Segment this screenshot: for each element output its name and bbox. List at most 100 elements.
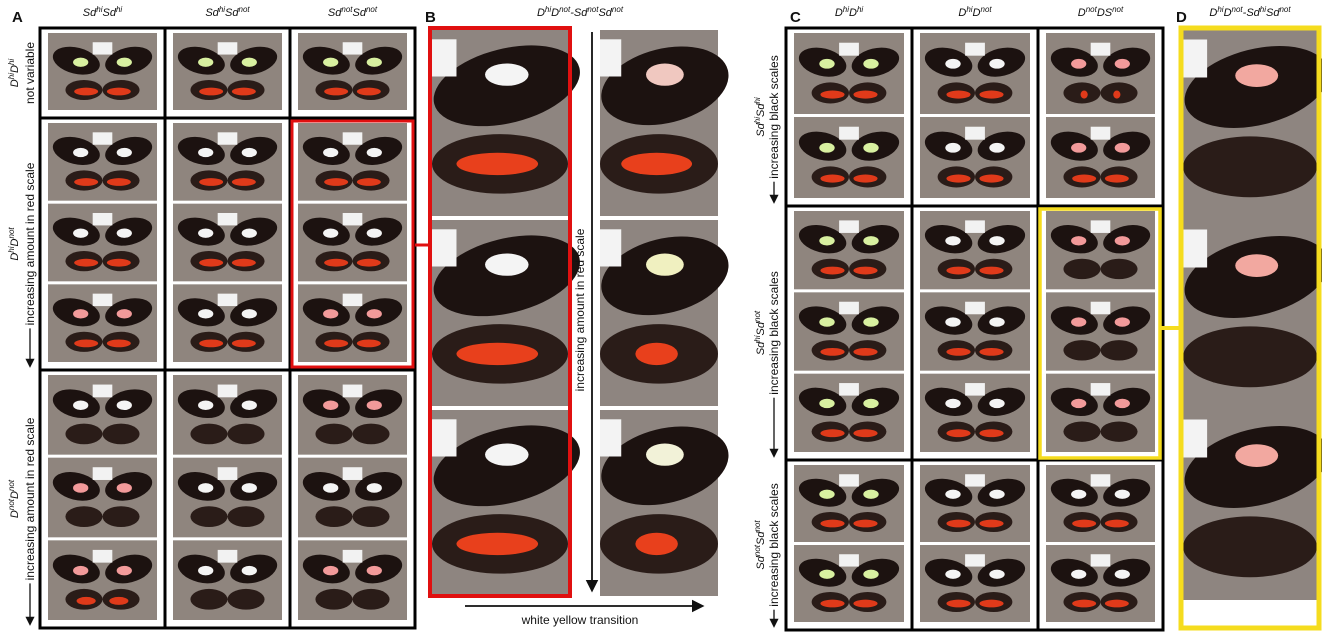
wing-patch (367, 58, 382, 67)
wing-patch (367, 309, 382, 318)
specimen-tag (965, 127, 985, 140)
genotype-piece: D (9, 79, 21, 87)
red-scales (853, 429, 877, 437)
wing-patch (73, 58, 88, 67)
specimen-tag (839, 220, 859, 233)
genotype-piece: D (835, 7, 843, 19)
red-scales (1105, 520, 1129, 528)
specimen-tag (93, 550, 113, 563)
red-scales (946, 267, 970, 275)
genotype-piece: not (753, 544, 762, 556)
wing-patch (485, 443, 529, 465)
wing-patch (367, 229, 382, 238)
wing-patch (819, 399, 834, 408)
genotype-piece: hi (857, 5, 863, 14)
red-scales (979, 348, 1003, 356)
wing-patch (1115, 59, 1130, 69)
hindwing (65, 424, 102, 445)
genotype-piece: not (1232, 5, 1244, 14)
red-scales (979, 175, 1003, 183)
wing-patch (945, 570, 960, 579)
red-scales (456, 343, 538, 365)
wing-patch (198, 58, 213, 67)
red-scales (109, 597, 128, 605)
wing-patch (646, 253, 684, 275)
page: A B C D SdhiSdhiSdhiSdnotSdnotSdnotDhiDh… (0, 0, 1322, 632)
wing-patch (198, 148, 213, 157)
red-scales (853, 348, 877, 356)
red-scales (74, 339, 98, 347)
genotype-piece: -Sd (1243, 7, 1261, 19)
wing-patch (198, 309, 213, 318)
wing-patch (1115, 570, 1130, 579)
hindwing (1063, 259, 1100, 279)
column-header: SdhiSdnot (205, 5, 250, 20)
row-description: increasing black scales (767, 55, 781, 178)
genotype-piece: not (366, 5, 378, 14)
red-scales (232, 339, 256, 347)
hindwing (190, 424, 227, 445)
red-scales (1113, 91, 1120, 99)
wing-patch (989, 59, 1004, 69)
wing-patch (323, 483, 338, 493)
hindwing (315, 506, 352, 527)
genotype-piece: Sd (755, 531, 767, 545)
red-scales (324, 88, 348, 96)
specimen-tag (93, 467, 113, 480)
wing-patch (1071, 143, 1086, 153)
wing-patch (242, 309, 257, 318)
wing-patch (323, 309, 338, 318)
wing-patch (1115, 143, 1130, 153)
wing-patch (989, 143, 1004, 153)
hindwing (315, 589, 352, 610)
specimen-tag (839, 383, 859, 396)
red-scales (946, 348, 970, 356)
row-genotype: SdhiSdnot (753, 310, 768, 355)
specimen-tag (1091, 383, 1111, 396)
specimen-tag (93, 294, 113, 306)
genotype-piece: not (239, 5, 251, 14)
genotype-piece: Sd (755, 122, 767, 136)
red-scales (107, 259, 131, 267)
genotype-piece: hi (116, 5, 122, 14)
red-scales (979, 520, 1003, 528)
genotype-piece: D (958, 7, 966, 19)
red-scales (853, 267, 877, 275)
red-scales (232, 178, 256, 186)
genotype-piece: hi (753, 97, 762, 103)
axis-label: increasing amount in red scale (573, 228, 587, 391)
specimen-tag (1091, 127, 1111, 140)
red-scales (635, 533, 677, 555)
genotype-piece: not (7, 227, 16, 239)
hindwing (65, 506, 102, 527)
panel-label: C (790, 9, 801, 26)
wing-patch (323, 148, 338, 157)
specimen-tag (1091, 220, 1111, 233)
red-scales (1072, 175, 1096, 183)
red-scales (324, 259, 348, 267)
wing-patch (1115, 399, 1130, 408)
red-scales (621, 153, 692, 175)
axis-label: white yellow transition (521, 613, 639, 627)
genotype-piece: Sd (83, 7, 97, 19)
red-scales (1081, 91, 1088, 99)
red-scales (456, 533, 538, 555)
red-scales (74, 88, 98, 96)
red-scales (820, 429, 844, 437)
red-scales (946, 600, 970, 608)
red-scales (946, 175, 970, 183)
genotype-piece: Sd (755, 555, 767, 569)
red-scales (946, 91, 970, 99)
hindwing (1101, 421, 1138, 441)
wing-patch (198, 566, 213, 576)
red-scales (1072, 520, 1096, 528)
specimen-tag (600, 39, 621, 76)
red-scales (946, 429, 970, 437)
red-scales (853, 175, 877, 183)
specimen-tag (343, 294, 363, 306)
wing-patch (323, 58, 338, 67)
wing-patch (863, 490, 878, 499)
wing-patch (117, 400, 132, 410)
wing-patch (198, 483, 213, 493)
red-scales (979, 429, 1003, 437)
